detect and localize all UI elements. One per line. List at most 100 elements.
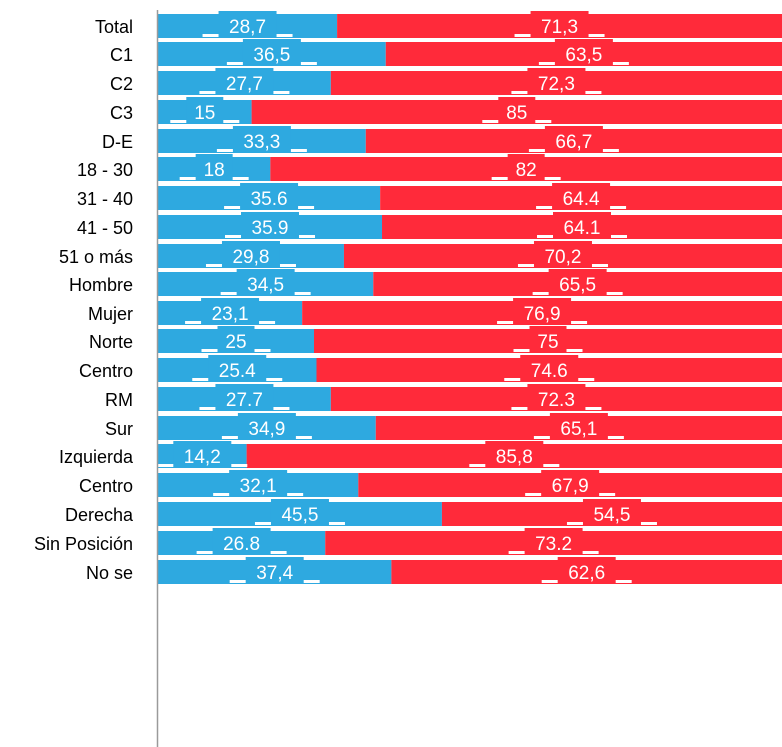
- value-label: 65,1: [560, 419, 597, 440]
- label-box: [240, 183, 299, 210]
- label-box: [186, 97, 224, 124]
- category-label: Sin Posición: [34, 534, 133, 554]
- label-box: [520, 355, 579, 382]
- label-box: [221, 241, 280, 268]
- category-label: RM: [105, 390, 133, 410]
- value-label: 29,8: [232, 247, 269, 268]
- value-label: 26.8: [223, 534, 260, 555]
- value-label: 35.6: [251, 189, 288, 210]
- label-box: [548, 269, 607, 296]
- value-label: 63,5: [565, 45, 602, 66]
- value-label: 27.7: [226, 390, 263, 411]
- value-label: 15: [194, 103, 215, 124]
- value-label: 72,3: [538, 74, 575, 95]
- label-box: [245, 557, 304, 584]
- label-box: [557, 557, 616, 584]
- value-label: 54,5: [593, 505, 630, 526]
- category-label: Centro: [79, 361, 133, 381]
- category-label: D-E: [102, 132, 133, 152]
- value-label: 18: [204, 160, 225, 181]
- category-label: Norte: [89, 332, 133, 352]
- category-label: No se: [86, 563, 133, 583]
- label-box: [217, 326, 255, 353]
- value-label: 62,6: [568, 563, 605, 584]
- category-label: 41 - 50: [77, 218, 133, 238]
- value-label: 72.3: [538, 390, 575, 411]
- label-box: [554, 39, 613, 66]
- category-label: Hombre: [69, 275, 133, 295]
- value-label: 25: [225, 332, 246, 353]
- label-box: [215, 68, 274, 95]
- category-label: 31 - 40: [77, 189, 133, 209]
- value-label: 27,7: [226, 74, 263, 95]
- label-box: [553, 212, 612, 239]
- value-label: 32,1: [240, 476, 277, 497]
- label-box: [513, 298, 572, 325]
- value-label: 37,4: [256, 563, 293, 584]
- label-box: [229, 470, 288, 497]
- label-box: [208, 355, 267, 382]
- value-label: 73.2: [535, 534, 572, 555]
- value-label: 45,5: [281, 505, 318, 526]
- label-box: [212, 528, 271, 555]
- label-box: [241, 212, 300, 239]
- label-box: [270, 499, 329, 526]
- label-box: [527, 384, 586, 411]
- category-labels: Total C1 C2 C3 D-E 18 - 30 31 - 40 41 - 50 51 o …: [34, 17, 134, 583]
- value-label: 75: [537, 332, 558, 353]
- label-box: [541, 470, 600, 497]
- value-label: 34,5: [247, 275, 284, 296]
- value-label: 76,9: [524, 304, 561, 325]
- value-label: 65,5: [559, 275, 596, 296]
- label-box: [507, 154, 545, 181]
- label-box: [549, 413, 608, 440]
- label-box: [524, 528, 583, 555]
- label-box: [485, 441, 544, 468]
- label-box: [173, 441, 232, 468]
- label-box: [533, 241, 592, 268]
- value-label: 82: [516, 160, 537, 181]
- category-label: Mujer: [88, 304, 133, 324]
- value-label: 36,5: [253, 45, 290, 66]
- category-label: C3: [110, 103, 133, 123]
- category-label: Derecha: [65, 505, 134, 525]
- label-box: [544, 126, 603, 153]
- category-label: 18 - 30: [77, 160, 133, 180]
- value-labels: 28,7 71,3 36,5 63,5 27,7 72,3 15 85 33,3 66,7 18 82…: [157, 11, 657, 584]
- value-label: 66,7: [555, 132, 592, 153]
- value-label: 71,3: [541, 17, 578, 38]
- value-label: 25.4: [219, 361, 256, 382]
- label-box: [215, 384, 274, 411]
- category-label: Izquierda: [59, 447, 134, 467]
- value-label: 35.9: [252, 218, 289, 239]
- value-label: 85,8: [496, 447, 533, 468]
- value-label: 64.4: [563, 189, 600, 210]
- label-box: [527, 68, 586, 95]
- value-label: 85: [506, 103, 527, 124]
- label-box: [582, 499, 641, 526]
- category-label: Sur: [105, 419, 133, 439]
- value-label: 74.6: [531, 361, 568, 382]
- label-box: [195, 154, 233, 181]
- label-box: [529, 326, 567, 353]
- label-box: [530, 11, 589, 38]
- category-label: C2: [110, 74, 133, 94]
- value-label: 70,2: [544, 247, 581, 268]
- category-label: Total: [95, 17, 133, 37]
- value-label: 28,7: [229, 17, 266, 38]
- label-box: [498, 97, 536, 124]
- value-label: 33,3: [243, 132, 280, 153]
- category-label: C1: [110, 45, 133, 65]
- category-label: 51 o más: [59, 247, 133, 267]
- label-box: [201, 298, 260, 325]
- label-box: [218, 11, 277, 38]
- value-label: 67,9: [552, 476, 589, 497]
- label-box: [242, 39, 301, 66]
- value-label: 14,2: [184, 447, 221, 468]
- label-box: [236, 269, 295, 296]
- label-box: [232, 126, 291, 153]
- value-label: 23,1: [212, 304, 249, 325]
- category-label: Centro: [79, 476, 133, 496]
- label-box: [552, 183, 611, 210]
